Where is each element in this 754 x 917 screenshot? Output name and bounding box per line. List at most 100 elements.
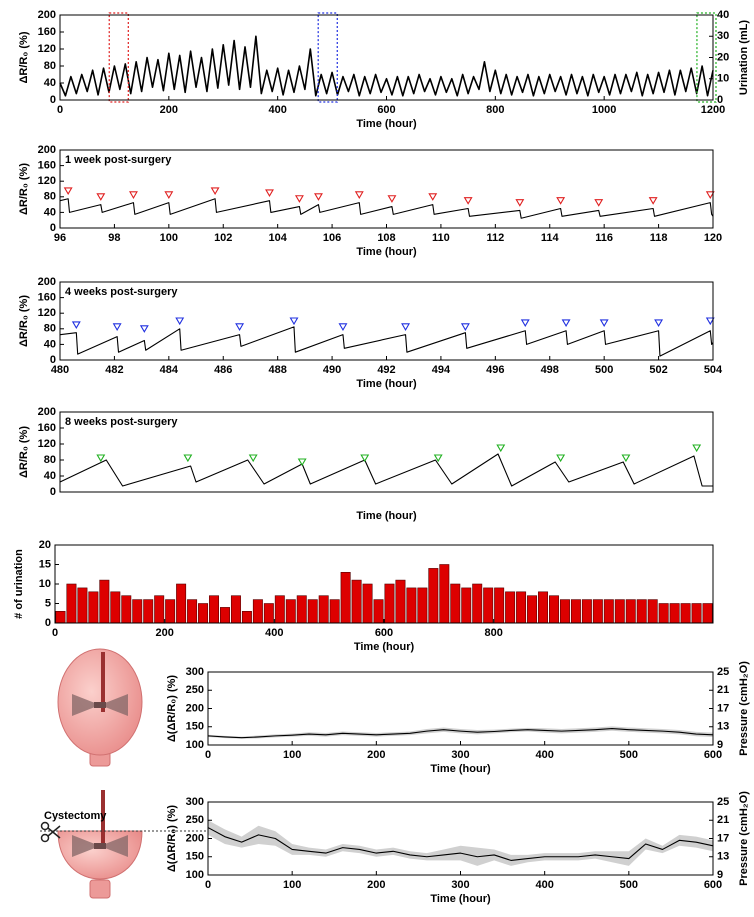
urination-marker <box>294 195 304 203</box>
x-tick-label: 112 <box>486 232 504 244</box>
x-tick-label: 494 <box>432 364 451 376</box>
x-axis-label: Time (hour) <box>354 641 415 653</box>
bar <box>241 610 252 624</box>
bar <box>636 599 647 624</box>
urination-marker <box>112 323 122 331</box>
bar <box>154 595 165 624</box>
x-tick-label: 480 <box>51 364 69 376</box>
urination-marker <box>433 454 443 463</box>
bar <box>362 583 373 624</box>
x-tick-label: 300 <box>451 879 469 891</box>
error-band <box>208 820 713 866</box>
bar <box>121 595 132 624</box>
x-tick-label: 200 <box>367 749 385 761</box>
urination-marker <box>248 454 258 463</box>
y-axis-label: # of urination <box>13 549 25 619</box>
x-tick-label: 108 <box>377 232 395 244</box>
urination-marker <box>401 323 411 331</box>
x-tick-label: 100 <box>160 232 178 244</box>
y2-tick-label: 10 <box>717 73 729 85</box>
urination-marker <box>460 323 470 331</box>
y2-axis-label: Pressure (cmH₂O) <box>738 791 750 886</box>
x-tick-label: 106 <box>323 232 341 244</box>
x-axis-label: Time (hour) <box>356 246 417 258</box>
y2-tick-label: 17 <box>717 832 729 844</box>
x-tick-label: 496 <box>486 364 504 376</box>
x-tick-label: 502 <box>649 364 667 376</box>
x-tick-label: 500 <box>620 879 638 891</box>
x-tick-label: 600 <box>704 879 722 891</box>
urination-marker <box>235 323 245 331</box>
bar <box>285 599 296 624</box>
x-tick-label: 486 <box>214 364 232 376</box>
urination-marker <box>164 191 174 199</box>
urination-marker <box>63 187 73 196</box>
bar <box>461 587 472 624</box>
bar <box>395 579 406 624</box>
x-axis-label: Time (hour) <box>356 378 417 390</box>
y-tick-label: 40 <box>44 470 56 482</box>
panel-annotation: 8 weeks post-surgery <box>65 416 178 428</box>
bar <box>406 587 417 624</box>
x-tick-label: 110 <box>432 232 450 244</box>
bar <box>318 595 329 624</box>
plot-frame <box>59 14 714 101</box>
x-tick-label: 102 <box>214 232 232 244</box>
bar <box>88 591 99 624</box>
bar <box>494 587 505 624</box>
x-tick-label: 488 <box>268 364 286 376</box>
bar <box>230 595 241 624</box>
bar <box>592 599 603 624</box>
bar <box>570 599 581 624</box>
data-line <box>207 728 714 739</box>
y-tick-label: 300 <box>186 666 204 678</box>
x-tick-label: 500 <box>620 749 638 761</box>
scissors-icon <box>40 821 61 843</box>
x-tick-label: 200 <box>160 104 178 116</box>
y2-tick-label: 13 <box>717 721 729 733</box>
x-tick-label: 600 <box>375 627 393 639</box>
urination-marker <box>297 458 307 467</box>
y-tick-label: 120 <box>38 307 56 319</box>
x-tick-label: 600 <box>377 104 395 116</box>
y-tick-label: 80 <box>44 454 56 466</box>
x-axis-label: Time (hour) <box>356 510 417 522</box>
bar <box>505 591 516 624</box>
urination-marker <box>692 444 702 453</box>
bar <box>702 603 713 624</box>
y2-tick-label: 9 <box>717 739 723 751</box>
bar <box>329 599 340 624</box>
x-tick-label: 1000 <box>592 104 616 116</box>
x-tick-label: 400 <box>265 627 283 639</box>
bar <box>263 603 274 624</box>
y-tick-label: 160 <box>38 422 56 434</box>
plot-frame <box>59 411 714 493</box>
x-tick-label: 504 <box>704 364 723 376</box>
urination-marker <box>556 197 566 205</box>
x-tick-label: 800 <box>484 627 502 639</box>
y-tick-label: 120 <box>38 43 56 55</box>
bar <box>603 599 614 624</box>
y-tick-label: 160 <box>38 292 56 304</box>
data-line <box>207 827 714 861</box>
bar <box>252 599 263 624</box>
y2-tick-label: 30 <box>717 30 729 42</box>
x-tick-label: 118 <box>650 232 668 244</box>
x-axis-label: Time (hour) <box>356 118 417 130</box>
x-tick-label: 498 <box>541 364 559 376</box>
data-line <box>59 198 714 219</box>
x-tick-label: 200 <box>155 627 173 639</box>
y-tick-label: 10 <box>39 578 51 590</box>
x-tick-label: 300 <box>451 749 469 761</box>
data-line <box>59 453 713 487</box>
panel-annotation: 1 week post-surgery <box>65 154 172 166</box>
bar <box>559 599 570 624</box>
error-band <box>208 726 713 739</box>
x-tick-label: 400 <box>535 879 553 891</box>
bar <box>55 610 66 624</box>
bar <box>351 579 362 624</box>
illustration-label: Cystectomy <box>44 810 107 822</box>
x-tick-label: 400 <box>535 749 553 761</box>
y2-tick-label: 13 <box>717 851 729 863</box>
x-tick-label: 492 <box>377 364 395 376</box>
